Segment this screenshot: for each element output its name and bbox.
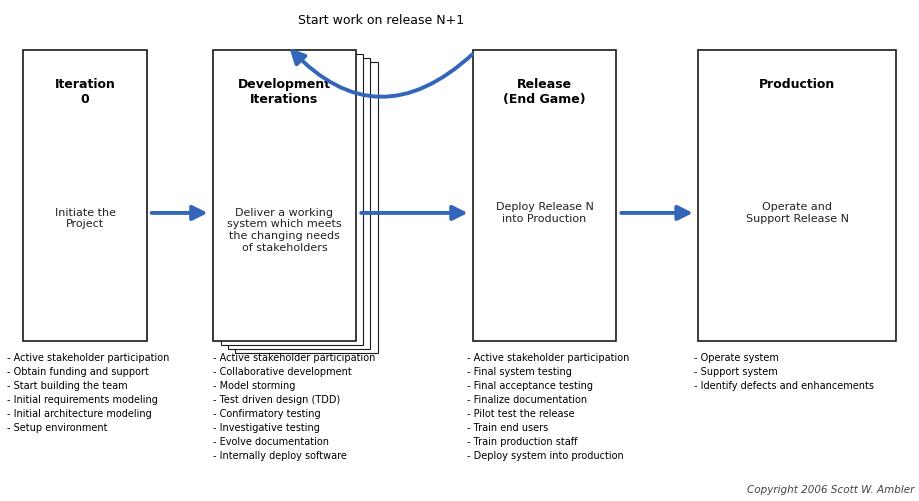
Bar [473,50,616,341]
Bar [228,58,370,349]
Bar [235,62,378,353]
Bar [221,54,363,345]
Text: Release
(End Game): Release (End Game) [504,78,585,106]
Bar [698,50,896,341]
Text: Development
Iterations: Development Iterations [238,78,331,106]
Text: - Active stakeholder participation
- Final system testing
- Final acceptance tes: - Active stakeholder participation - Fin… [467,353,630,461]
Text: Start work on release N+1: Start work on release N+1 [299,14,464,27]
Text: - Active stakeholder participation
- Collaborative development
- Model storming
: - Active stakeholder participation - Col… [213,353,376,461]
Text: - Active stakeholder participation
- Obtain funding and support
- Start building: - Active stakeholder participation - Obt… [7,353,170,433]
Text: Deploy Release N
into Production: Deploy Release N into Production [495,202,594,223]
Text: Production: Production [759,78,835,91]
Text: - Operate system
- Support system
- Identify defects and enhancements: - Operate system - Support system - Iden… [694,353,874,391]
Bar [23,50,147,341]
Text: Copyright 2006 Scott W. Ambler: Copyright 2006 Scott W. Ambler [747,485,914,495]
Text: Initiate the
Project: Initiate the Project [54,208,116,229]
Text: Iteration
0: Iteration 0 [54,78,116,106]
Text: Deliver a working
system which meets
the changing needs
of stakeholders: Deliver a working system which meets the… [227,208,342,253]
Text: Operate and
Support Release N: Operate and Support Release N [745,202,849,223]
Bar [213,50,356,341]
